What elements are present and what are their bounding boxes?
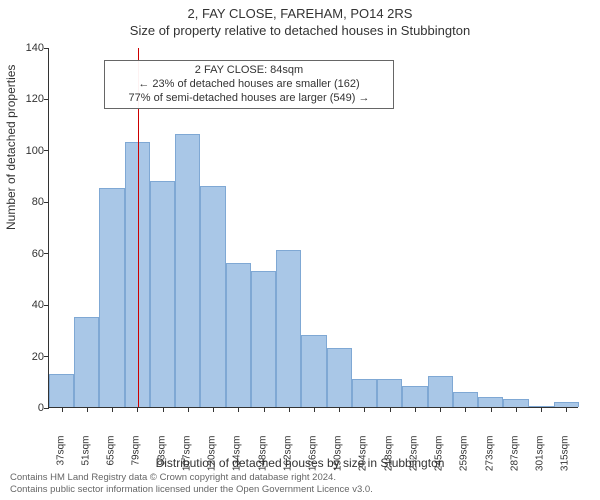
x-tick-mark [163,407,164,412]
chart-title-main: 2, FAY CLOSE, FAREHAM, PO14 2RS [0,0,600,21]
x-tick-label: 301sqm [535,436,546,476]
footer-attribution: Contains HM Land Registry data © Crown c… [10,472,373,496]
histogram-bar [453,392,478,407]
histogram-bar [74,317,99,407]
x-tick-mark [62,407,63,412]
x-tick-label: 232sqm [408,436,419,476]
histogram-bar [150,181,175,407]
x-tick-label: 259sqm [459,436,470,476]
y-tick-label: 140 [26,42,44,54]
histogram-bar [327,348,352,407]
annotation-line: 2 FAY CLOSE: 84sqm [111,64,387,78]
histogram-bar [428,376,453,407]
y-tick-mark [44,356,49,357]
x-tick-mark [566,407,567,412]
histogram-bar [402,386,427,407]
histogram-bar [503,399,528,407]
x-tick-mark [112,407,113,412]
y-tick-mark [44,408,49,409]
x-tick-label: 218sqm [383,436,394,476]
x-tick-label: 162sqm [282,436,293,476]
x-tick-mark [516,407,517,412]
y-tick-mark [44,202,49,203]
x-tick-mark [289,407,290,412]
x-tick-label: 51sqm [80,436,91,476]
x-tick-mark [339,407,340,412]
x-tick-mark [491,407,492,412]
x-tick-label: 273sqm [484,436,495,476]
x-tick-label: 107sqm [181,436,192,476]
x-tick-label: 287sqm [509,436,520,476]
x-tick-label: 176sqm [308,436,319,476]
histogram-bar [226,263,251,407]
x-tick-mark [238,407,239,412]
histogram-bar [478,397,503,407]
histogram-bar [301,335,326,407]
footer-line-2: Contains public sector information licen… [10,484,373,496]
histogram-bar [251,271,276,407]
x-tick-label: 93sqm [156,436,167,476]
x-tick-label: 148sqm [257,436,268,476]
y-tick-label: 100 [26,145,44,157]
histogram-bar [175,134,200,407]
histogram-bar [99,188,124,407]
x-tick-label: 245sqm [434,436,445,476]
annotation-line: ← 23% of detached houses are smaller (16… [111,78,387,92]
x-tick-label: 204sqm [358,436,369,476]
y-tick-mark [44,150,49,151]
y-tick-mark [44,48,49,49]
y-tick-label: 20 [32,351,44,363]
plot-area: 2 FAY CLOSE: 84sqm← 23% of detached hous… [48,48,578,408]
x-tick-mark [137,407,138,412]
chart-title-sub: Size of property relative to detached ho… [0,21,600,38]
histogram-bar [377,379,402,407]
y-tick-mark [44,253,49,254]
x-tick-mark [364,407,365,412]
y-tick-label: 120 [26,93,44,105]
x-tick-label: 79sqm [131,436,142,476]
x-tick-mark [440,407,441,412]
x-tick-mark [541,407,542,412]
x-tick-label: 190sqm [333,436,344,476]
x-tick-mark [87,407,88,412]
histogram-bar [49,374,74,407]
x-tick-mark [390,407,391,412]
histogram-bar [200,186,225,407]
y-tick-mark [44,99,49,100]
x-tick-mark [213,407,214,412]
x-tick-label: 65sqm [106,436,117,476]
x-tick-mark [465,407,466,412]
y-tick-label: 40 [32,299,44,311]
x-tick-mark [264,407,265,412]
y-tick-mark [44,305,49,306]
y-axis-label: Number of detached properties [4,65,18,230]
x-tick-label: 134sqm [232,436,243,476]
x-tick-mark [314,407,315,412]
annotation-line: 77% of semi-detached houses are larger (… [111,92,387,106]
x-tick-mark [415,407,416,412]
chart-container: 2, FAY CLOSE, FAREHAM, PO14 2RS Size of … [0,0,600,500]
x-tick-mark [188,407,189,412]
histogram-bar [276,250,301,407]
y-tick-label: 60 [32,248,44,260]
x-tick-label: 315sqm [560,436,571,476]
histogram-bar [352,379,377,407]
y-tick-label: 80 [32,196,44,208]
x-tick-label: 37sqm [55,436,66,476]
annotation-box: 2 FAY CLOSE: 84sqm← 23% of detached hous… [104,60,394,109]
y-tick-label: 0 [38,402,44,414]
x-tick-label: 120sqm [207,436,218,476]
